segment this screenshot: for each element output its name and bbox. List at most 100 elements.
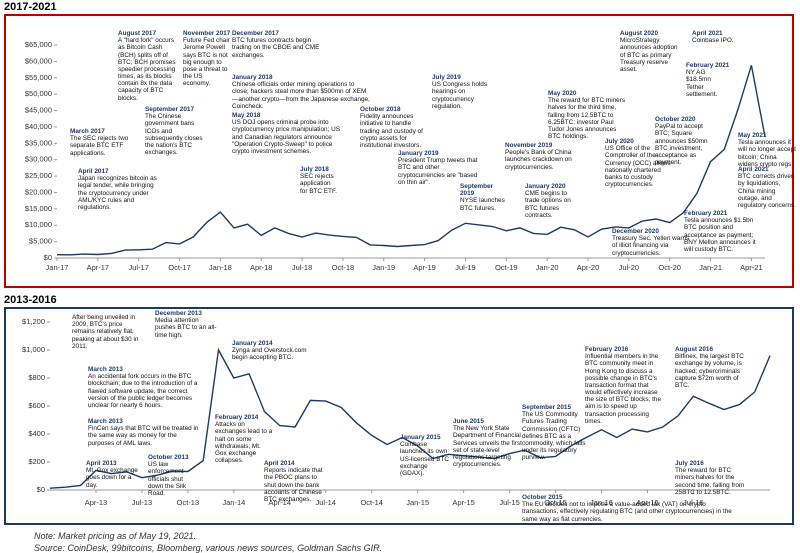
annotation: April 2013 Mt. Gox exchange goes down for… <box>86 460 142 489</box>
annotation-text: The US Commodity Futures Trading Commiss… <box>522 411 586 462</box>
annotation-date: October 2018 <box>360 106 401 113</box>
annotation-date: September 2017 <box>145 106 195 113</box>
x-tick-label: Jul-19 <box>455 263 475 272</box>
annotation-date: October 2013 <box>148 454 189 461</box>
annotation: July 2020 US Office of the Comptroller of… <box>605 138 671 188</box>
panel-title: 2013-2016 <box>4 294 57 306</box>
annotation-date: March 2013 <box>88 366 123 373</box>
annotation: August 2017 A "hard fork" occurs as Bitco… <box>118 30 180 102</box>
annotation-text: Mt. Gox exchange goes down for a day. <box>86 467 138 489</box>
annotation: February 2014 Attacks on exchanges lead t… <box>215 414 273 464</box>
annotation: April 2021 Coinbase IPO. <box>692 30 740 44</box>
annotation-date: March 2013 <box>88 418 123 425</box>
annotation: April 2021 BTC corrects driven by liquida… <box>738 166 796 209</box>
x-tick-label: Apr-18 <box>250 263 273 272</box>
annotation: September 2019 NYSE launches BTC futures. <box>460 183 506 212</box>
annotation-date: June 2015 <box>453 418 484 425</box>
annotation-text: Treasury Sec. Yellen warns of illicit fi… <box>612 235 690 257</box>
x-tick-label: Apr-16 <box>636 498 659 507</box>
annotation-date: August 2017 <box>118 30 157 37</box>
x-tick-label: Jul-14 <box>316 498 336 507</box>
annotation-date: October 2020 <box>655 116 696 123</box>
annotation: January 2019 President Trump tweets that … <box>398 150 478 186</box>
annotation-date: April 2021 <box>738 166 769 173</box>
x-tick-label: Jan-16 <box>590 498 613 507</box>
annotation: November 2017 Future Fed chair Jerome Pow… <box>183 30 231 87</box>
x-tick-label: Oct-17 <box>168 263 191 272</box>
price-line <box>56 65 766 256</box>
annotation: January 2015 Coinbase launches its own US… <box>400 434 452 477</box>
annotation-date: July 2016 <box>675 460 704 467</box>
annotation-text: Zynga and Overstock.com begin accepting … <box>232 347 307 362</box>
annotation-text: BTC futures contracts begin trading on t… <box>232 37 320 59</box>
annotation-date: April 2013 <box>86 460 117 467</box>
annotation-text: FinCen says that BTC will be treated in … <box>88 425 199 447</box>
y-tick-label: $35,000 <box>25 138 52 147</box>
annotation-date: January 2015 <box>400 434 441 441</box>
annotation-text: The EU decides not to impose a value-add… <box>522 501 732 523</box>
x-tick-label: Jul-20 <box>619 263 639 272</box>
x-tick-label: Jan-15 <box>406 498 429 507</box>
x-tick-label: Oct-20 <box>658 263 681 272</box>
panel-frame <box>4 307 794 525</box>
x-tick-label: Jul-15 <box>499 498 519 507</box>
y-tick-label: $0 <box>37 485 45 494</box>
annotation-date: May 2021 <box>738 132 767 139</box>
y-tick-label: $200 <box>28 457 45 466</box>
annotation-text: NYSE launches BTC futures. <box>460 197 505 212</box>
panel-frame <box>4 14 794 288</box>
annotation: December 2020 Treasury Sec. Yellen warns … <box>612 228 696 257</box>
x-tick-label: Jan-20 <box>536 263 559 272</box>
annotation: April 2014 Reports indicate that the PBOC… <box>264 460 330 503</box>
annotation-text: US Office of the Comptroller of the Curr… <box>605 145 671 189</box>
x-tick-label: Apr-17 <box>87 263 110 272</box>
annotation-date: July 2019 <box>432 74 461 81</box>
annotation-text: Coinbase launches its own US-licensed BT… <box>400 441 450 477</box>
annotation-text: The SEC rejects two separate BTC ETF app… <box>70 135 129 157</box>
annotation-text: An accidental fork occurs in the BTC blo… <box>88 373 198 409</box>
annotation-text: President Trump tweets that BTC and othe… <box>398 157 478 186</box>
annotation-date: April 2017 <box>78 168 109 175</box>
x-tick-label: Jan-14 <box>222 498 245 507</box>
annotation: September 2017 The Chinese government ban… <box>145 106 207 156</box>
x-tick-label: Jan-18 <box>209 263 232 272</box>
annotation-text: MicroStrategy announces adoption of BTC … <box>620 37 678 73</box>
annotation-date: November 2017 <box>183 30 231 37</box>
annotation-date: March 2017 <box>70 128 105 135</box>
annotation-text: US Congress holds hearings on cryptocurr… <box>432 81 488 110</box>
annotation-text: The Chinese government bans ICOs and sub… <box>145 113 203 157</box>
annotation: February 2021 Tesla announces $1.5bn BTC … <box>684 210 760 253</box>
annotation: January 2014 Zynga and Overstock.com begi… <box>232 340 316 362</box>
annotation: January 2018 Chinese officials order mini… <box>232 74 372 110</box>
annotation: May 2020 The reward for BTC miners halves… <box>548 90 626 140</box>
panel-title: 2017-2021 <box>4 1 57 13</box>
y-tick-label: $40,000 <box>25 122 52 131</box>
x-tick-label: Oct-19 <box>495 263 518 272</box>
annotation-text: Coinbase IPO. <box>692 37 734 45</box>
annotation-text: SEC rejects application for BTC ETF. <box>300 173 337 195</box>
annotation-text: Future Fed chair Jerome Powell says BTC … <box>183 37 230 88</box>
annotation: July 2019 US Congress holds hearings on c… <box>432 74 494 110</box>
x-tick-label: Oct-15 <box>544 498 567 507</box>
annotation: February 2016 Influential members in the … <box>585 346 663 425</box>
y-tick-label: $1,000 <box>22 345 45 354</box>
annotation-date: February 2021 <box>684 210 728 217</box>
annotation-text: People's Bank of China launches crackdow… <box>505 149 572 171</box>
annotation-text: BTC corrects driven by liquidations, Chi… <box>738 173 796 209</box>
y-tick-label: $25,000 <box>25 171 52 180</box>
y-tick-label: $10,000 <box>25 220 52 229</box>
annotation: June 2015 The New York State Department o… <box>453 418 525 468</box>
y-tick-label: $0 <box>44 253 52 262</box>
y-tick-label: $50,000 <box>25 89 52 98</box>
annotation-text: After being unveiled in 2009, BTC's pric… <box>72 314 139 350</box>
annotation: February 2021 NY AG $18.5mn Tether settle… <box>686 62 730 98</box>
x-tick-label: Apr-13 <box>85 498 108 507</box>
y-tick-label: $600 <box>28 401 45 410</box>
annotation-date: May 2018 <box>232 112 261 119</box>
annotation-date: December 2013 <box>155 310 202 317</box>
annotation-date: August 2020 <box>620 30 659 37</box>
annotation: April 2017 Japan recognizes bitcoin as le… <box>78 168 162 211</box>
annotation-date: October 2015 <box>522 494 563 501</box>
annotation: July 2016 The reward for BTC miners halve… <box>675 460 747 496</box>
